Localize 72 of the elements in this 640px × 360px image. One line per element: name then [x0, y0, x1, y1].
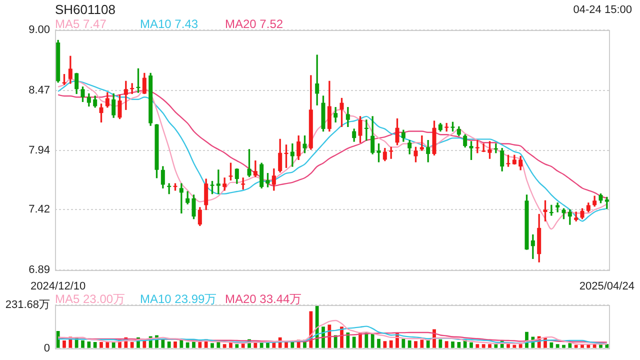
bar: [444, 341, 448, 348]
bar: [186, 342, 190, 348]
bar: [62, 340, 66, 348]
bar: [93, 342, 97, 348]
bar: [383, 341, 387, 348]
bar: [328, 324, 332, 348]
bar: [210, 343, 214, 348]
text: MA5 7.47: [55, 17, 108, 31]
x-tick-label: 2025/04/24: [579, 280, 634, 293]
text: MA20 33.44万: [225, 291, 303, 308]
bar: [198, 342, 202, 348]
bar: [426, 340, 430, 348]
bar: [494, 344, 498, 348]
bar: [556, 344, 560, 348]
y-tick-label: 7.94: [28, 144, 50, 157]
bar: [315, 305, 319, 348]
bar: [174, 341, 177, 348]
text: 04-24 15:00: [573, 4, 632, 16]
y-tick-label: 8.47: [28, 84, 50, 96]
x-tick-label: 2024/12/10: [30, 280, 86, 293]
bar: [87, 341, 91, 348]
text: MA10 23.99万: [140, 291, 218, 308]
bar: [389, 340, 393, 348]
y-tick-label: 9.00: [28, 24, 50, 36]
bar: [377, 338, 380, 348]
y-tick-label: 231.68万: [5, 299, 50, 312]
bar: [420, 340, 424, 348]
chart-title: SH601108: [55, 2, 116, 17]
bar: [438, 339, 442, 348]
line-series: [57, 326, 608, 345]
bar: [550, 342, 554, 348]
bar: [605, 344, 609, 348]
bar: [568, 343, 572, 348]
bar: [562, 344, 566, 348]
bar: [284, 342, 288, 348]
line-series: [57, 320, 608, 345]
bar: [346, 332, 350, 348]
y-tick-label: 7.42: [28, 204, 50, 216]
bar: [100, 342, 103, 348]
bar: [192, 341, 196, 348]
bar: [229, 342, 232, 348]
bar: [112, 342, 116, 348]
bar: [167, 341, 171, 348]
bar: [235, 344, 239, 348]
bar: [574, 344, 578, 348]
bar: [130, 342, 134, 348]
bar: [81, 340, 84, 348]
text: MA10 7.43: [140, 17, 200, 31]
bar: [414, 341, 418, 348]
bar: [470, 342, 473, 348]
text: MA20 7.52: [225, 17, 284, 31]
bar: [352, 336, 356, 348]
bar: [482, 344, 486, 348]
bar: [512, 344, 516, 348]
bar: [506, 344, 510, 348]
bar: [180, 340, 184, 348]
bar: [402, 338, 406, 348]
bar: [106, 342, 110, 348]
bar: [518, 344, 522, 348]
line-series: [57, 332, 608, 343]
bar: [451, 341, 454, 348]
bar: [216, 342, 220, 348]
bar: [370, 334, 374, 348]
text: MA5 23.00万: [55, 291, 126, 308]
bar: [222, 344, 226, 348]
bar: [364, 332, 368, 348]
bar: [408, 340, 412, 348]
bar: [488, 344, 492, 348]
y-tick-label: 6.89: [28, 264, 50, 276]
bar: [457, 342, 461, 348]
y-tick-label: 0: [44, 342, 50, 354]
bar: [476, 344, 480, 348]
